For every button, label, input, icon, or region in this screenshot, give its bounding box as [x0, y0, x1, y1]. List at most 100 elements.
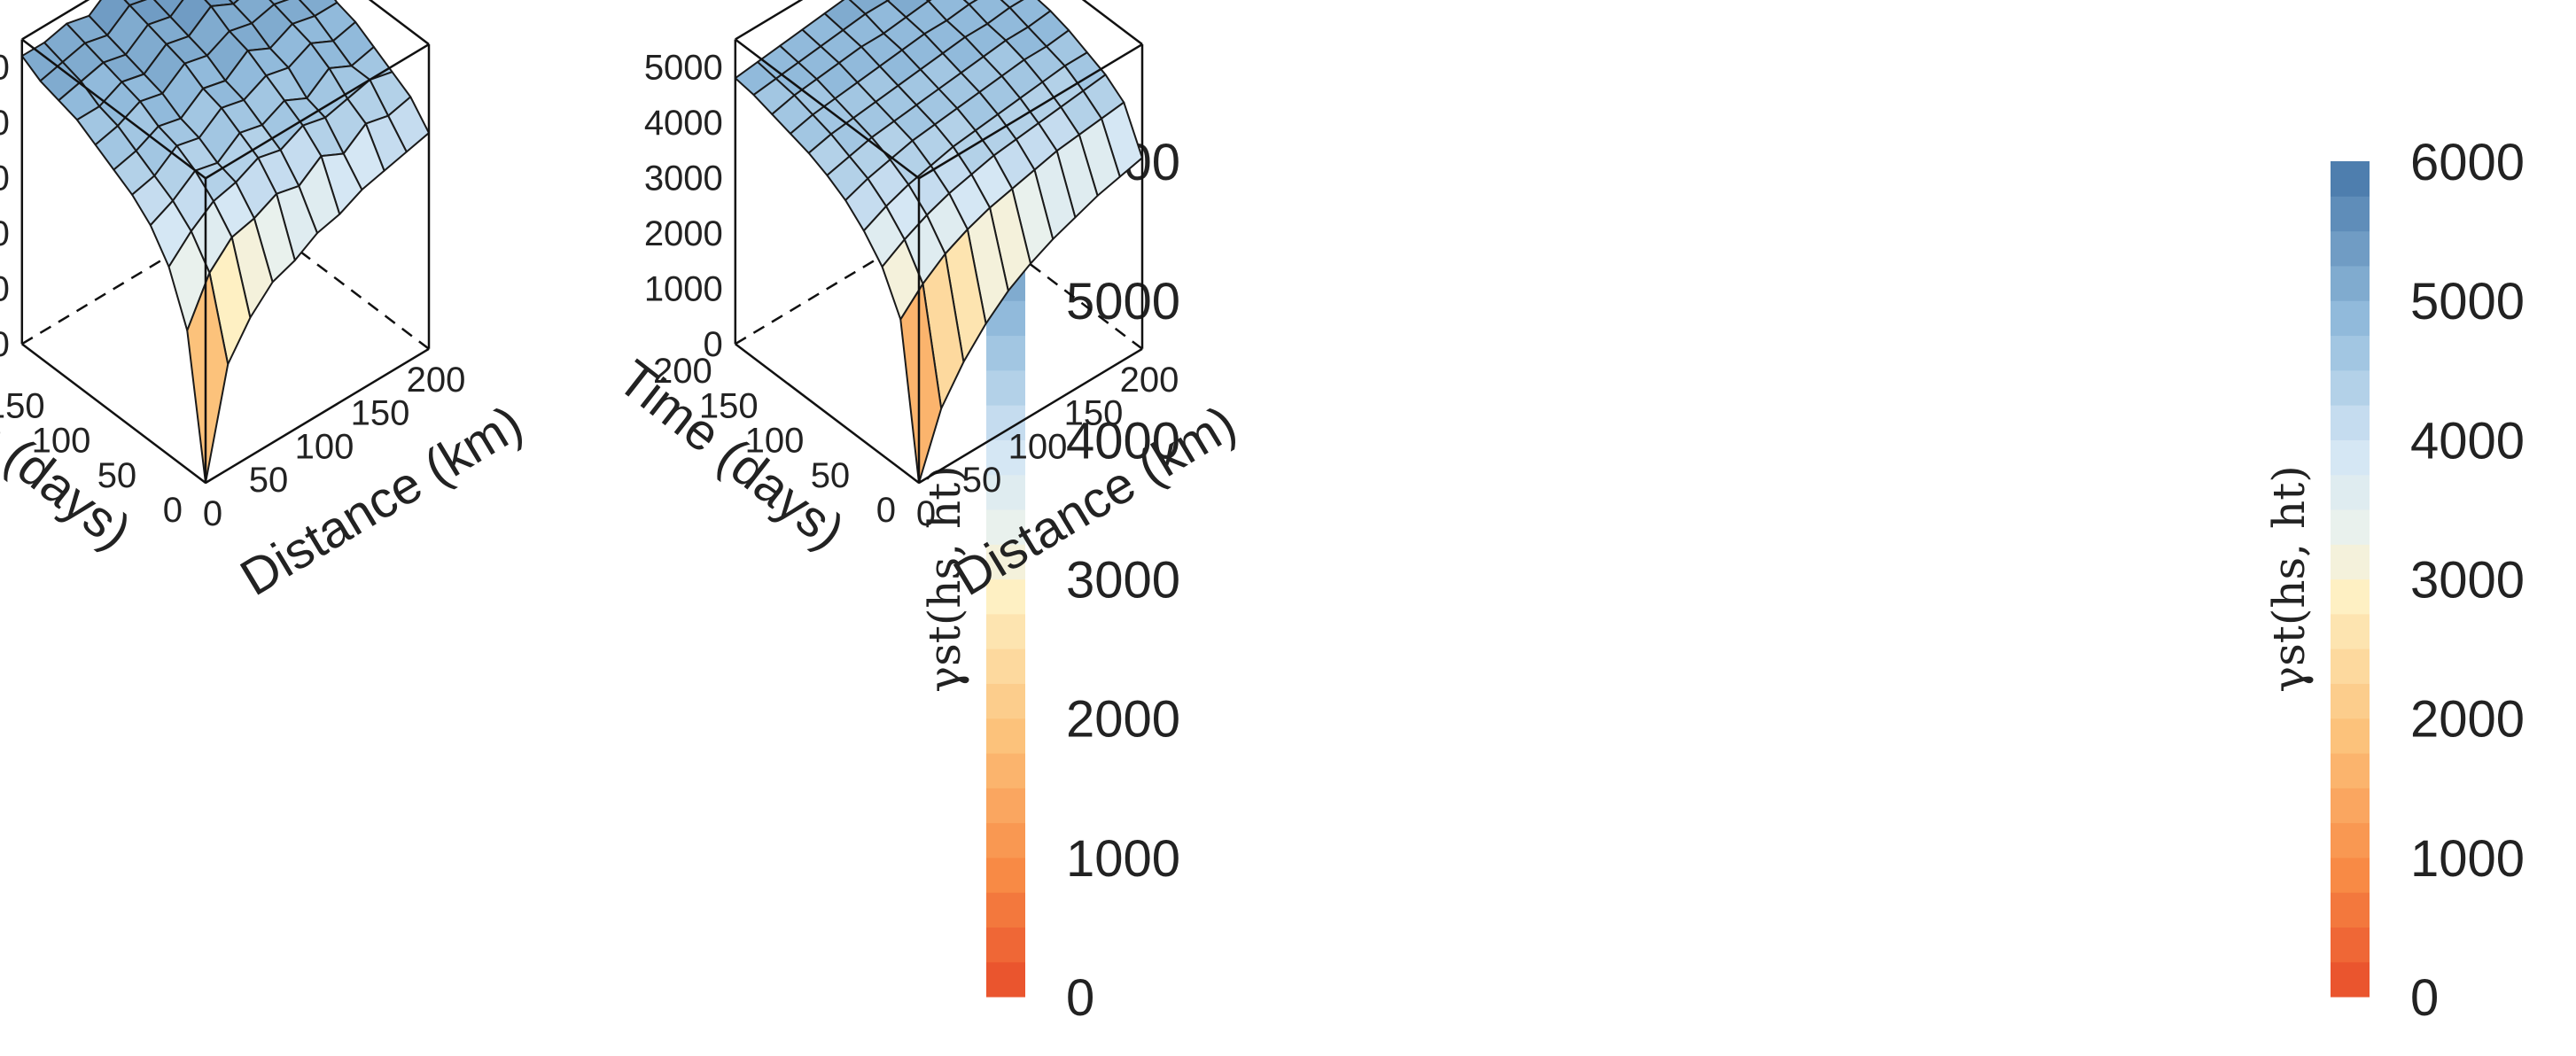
colorbar-tick-label: 1000 — [1066, 830, 1180, 888]
colorbar-step — [986, 613, 1025, 649]
box-edge — [735, 343, 920, 484]
box-edge — [21, 38, 206, 180]
colorbar-step — [2331, 474, 2370, 510]
x-tick-label: 50 — [962, 461, 1002, 500]
colorbar-step — [986, 857, 1025, 893]
y-tick-label: 0 — [163, 491, 183, 530]
colorbar-step — [2331, 369, 2370, 406]
colorbar-tick-label: 0 — [2410, 969, 2439, 1027]
x-tick-label: 150 — [351, 394, 410, 433]
colorbar-step — [2331, 509, 2370, 545]
box-edge — [368, 0, 430, 46]
colorbar-step — [2331, 265, 2370, 301]
z-tick-label: 4000 — [0, 104, 10, 143]
colorbar-step — [2331, 300, 2370, 337]
z-tick-label: 1000 — [644, 270, 723, 309]
surface-cell — [899, 283, 943, 484]
colorbar-step — [986, 578, 1025, 615]
colorbar-step — [986, 335, 1025, 371]
y-tick-label: 100 — [745, 422, 805, 461]
box-edge — [205, 347, 430, 485]
colorbar-step — [986, 961, 1025, 998]
colorbar-step — [2331, 961, 2370, 998]
colorbar-tick-label: 2000 — [2410, 691, 2525, 749]
z-tick-label: 0 — [704, 325, 723, 364]
colorbar-step — [986, 822, 1025, 858]
colorbar-tick-label: 2000 — [1066, 691, 1180, 749]
colorbar-step — [986, 369, 1025, 406]
colorbar-title: γst(hs, ht) — [919, 465, 970, 693]
colorbar-step — [986, 439, 1025, 476]
colorbar-step — [2331, 683, 2370, 719]
colorbar-step — [986, 544, 1025, 580]
surface-cell — [186, 271, 230, 484]
surface-cell — [1000, 0, 1024, 9]
y-tick-label: 0 — [876, 491, 896, 530]
colorbar-tick-label: 0 — [1066, 969, 1094, 1027]
colorbar-tick-label: 1000 — [2410, 830, 2525, 888]
colorbar-title: γst(hs, ht) — [2263, 465, 2315, 693]
box-edge — [735, 0, 804, 41]
colorbar-step — [986, 927, 1025, 963]
box-edge — [21, 0, 90, 41]
box-edge — [918, 347, 1143, 485]
colorbar-step — [2331, 613, 2370, 649]
x-tick-label: 200 — [1120, 361, 1179, 400]
colorbar-step — [986, 752, 1025, 788]
colorbar-step — [2331, 335, 2370, 371]
z-tick-label: 3000 — [644, 159, 723, 198]
x-tick-label: 150 — [1064, 394, 1124, 433]
colorbar-step — [2331, 161, 2370, 197]
box-edge — [1081, 0, 1143, 46]
colorbar-step — [986, 892, 1025, 928]
panel-b: (b)0100020003000400050000501001502000501… — [607, 0, 2525, 1027]
y-tick-label: 50 — [811, 456, 851, 495]
colorbar-step — [2331, 718, 2370, 754]
colorbar-step — [2331, 752, 2370, 788]
box-edge — [205, 43, 430, 180]
box-edge — [735, 38, 920, 180]
colorbar-step — [986, 788, 1025, 824]
colorbar-step — [2331, 648, 2370, 684]
colorbar-step — [986, 718, 1025, 754]
colorbar-step — [2331, 822, 2370, 858]
colorbar-tick-label: 4000 — [2410, 412, 2525, 470]
z-tick-label: 5000 — [644, 49, 723, 88]
x-tick-label: 0 — [916, 494, 936, 533]
x-tick-label: 0 — [203, 494, 222, 533]
colorbar-step — [2331, 439, 2370, 476]
x-tick-label: 100 — [1008, 427, 1068, 466]
y-tick-label: 100 — [32, 422, 91, 461]
z-tick-label: 4000 — [644, 104, 723, 143]
colorbar-tick-label: 4000 — [1066, 412, 1180, 470]
y-tick-label: 150 — [0, 386, 45, 425]
colorbar-step — [2331, 544, 2370, 580]
z-tick-label: 3000 — [0, 159, 10, 198]
x-tick-label: 200 — [407, 361, 466, 400]
colorbar-step — [2331, 892, 2370, 928]
colorbar-tick-label: 5000 — [1066, 273, 1180, 330]
z-tick-label: 2000 — [0, 214, 10, 253]
colorbar-step — [986, 509, 1025, 545]
colorbar-step — [2331, 927, 2370, 963]
box-edge — [21, 343, 206, 484]
colorbar-step — [2331, 405, 2370, 440]
colorbar-step — [2331, 857, 2370, 893]
colorbar-step — [986, 648, 1025, 684]
x-tick-label: 50 — [249, 461, 289, 500]
colorbar: 0 1000 2000 3000 4000 5000 6000 γst(hs, ht) — [2263, 134, 2525, 1027]
colorbar-tick-label: 6000 — [2410, 134, 2525, 191]
box-edge — [918, 43, 1143, 180]
colorbar-step — [2331, 578, 2370, 615]
colorbar-tick-label: 5000 — [2410, 273, 2525, 330]
z-tick-label: 1000 — [0, 270, 10, 309]
colorbar-step — [2331, 230, 2370, 267]
colorbar-step — [986, 683, 1025, 719]
z-tick-label: 0 — [0, 325, 10, 364]
z-tick-label: 5000 — [0, 49, 10, 88]
colorbar-step — [2331, 196, 2370, 232]
y-tick-label: 150 — [699, 386, 759, 425]
y-tick-label: 50 — [97, 456, 137, 495]
x-tick-label: 100 — [295, 427, 354, 466]
